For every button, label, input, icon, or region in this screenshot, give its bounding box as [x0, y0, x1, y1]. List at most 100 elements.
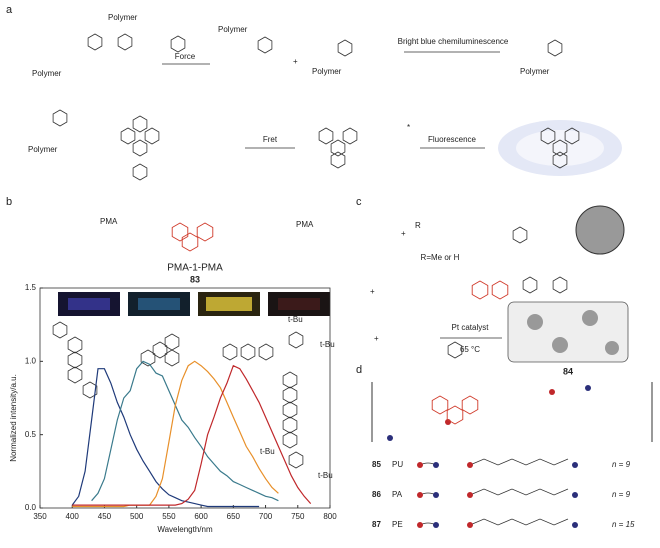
y-tick-label: 0.5 — [25, 430, 37, 439]
plus: + — [370, 287, 375, 296]
structure — [552, 276, 568, 294]
structure — [196, 222, 214, 242]
plot-frame — [39, 287, 331, 509]
x-tick-label: 400 — [66, 512, 80, 521]
end-dot — [467, 522, 473, 528]
pma-label: PMA — [100, 217, 118, 226]
structure — [540, 127, 556, 145]
structure — [152, 341, 168, 359]
structure — [318, 127, 334, 145]
structure — [288, 451, 304, 469]
structure — [52, 321, 68, 339]
y-tick-label: 1.0 — [25, 356, 37, 365]
row-number: 86 — [372, 490, 381, 499]
compound-number: 84 — [563, 366, 573, 376]
structure — [257, 36, 273, 54]
bracket — [371, 382, 653, 442]
x-tick-label: 750 — [291, 512, 305, 521]
polymer-label: Polymer — [218, 25, 248, 34]
pma-label: PMA — [296, 220, 314, 229]
plus: + — [374, 334, 379, 343]
sample-photo — [138, 298, 180, 310]
polymer-label: Polymer — [108, 13, 138, 22]
structure — [171, 222, 189, 242]
row-n: n = 9 — [612, 460, 631, 469]
structure — [164, 333, 180, 351]
spectrum-line — [72, 360, 279, 508]
structure — [67, 351, 83, 369]
structure — [282, 386, 298, 404]
end-dot — [585, 385, 591, 391]
x-tick-label: 450 — [98, 512, 112, 521]
spectrum-line — [91, 360, 279, 502]
catalyst: Pt catalyst — [452, 323, 490, 332]
charge: * — [407, 123, 410, 132]
x-tick-label: 800 — [323, 512, 337, 521]
arrow-label: Force — [175, 52, 196, 61]
end-dot — [417, 462, 423, 468]
structure — [82, 381, 98, 399]
structure — [132, 163, 148, 181]
structure — [140, 349, 156, 367]
particle — [582, 310, 598, 326]
panel-label: c — [356, 196, 362, 208]
structure — [552, 139, 568, 157]
arrow-label: Bright blue chemiluminescence — [398, 37, 509, 46]
structure — [120, 127, 136, 145]
structure — [552, 151, 568, 169]
end-dot — [467, 492, 473, 498]
linker — [419, 518, 569, 526]
temperature: 65 °C — [460, 345, 480, 354]
structure — [461, 395, 479, 415]
structure — [446, 405, 464, 425]
particle — [605, 341, 619, 355]
end-dot — [417, 492, 423, 498]
structure — [564, 127, 580, 145]
structure — [132, 139, 148, 157]
structure — [132, 115, 148, 133]
y-tick-label: 0.0 — [25, 503, 37, 512]
structure — [330, 139, 346, 157]
r-group: R — [415, 221, 421, 230]
polymer-label: Polymer — [28, 145, 58, 154]
structure — [164, 349, 180, 367]
structure — [282, 431, 298, 449]
structure — [330, 151, 346, 169]
end-dot — [433, 492, 439, 498]
structure — [512, 226, 528, 244]
end-dot — [572, 462, 578, 468]
structure — [282, 401, 298, 419]
x-tick-label: 700 — [259, 512, 273, 521]
end-dot — [549, 389, 555, 395]
structure — [117, 33, 133, 51]
structure — [170, 35, 186, 53]
linker — [419, 488, 569, 496]
spectrum-line — [71, 368, 260, 508]
structure — [282, 416, 298, 434]
structure — [547, 39, 563, 57]
structure — [282, 371, 298, 389]
particle — [575, 205, 625, 255]
sample-photo — [68, 298, 110, 310]
end-dot — [433, 462, 439, 468]
structure — [491, 280, 509, 300]
end-dot — [417, 522, 423, 528]
structure — [342, 127, 358, 145]
x-tick-label: 650 — [227, 512, 241, 521]
x-axis-title: Wavelength/nm — [157, 525, 213, 534]
structure — [87, 33, 103, 51]
arrow-label: Fluorescence — [428, 135, 477, 144]
structure — [522, 276, 538, 294]
glow — [516, 130, 604, 166]
panel-label: b — [6, 196, 12, 208]
end-dot — [572, 492, 578, 498]
x-tick-label: 550 — [162, 512, 176, 521]
particle — [527, 314, 543, 330]
structure — [258, 343, 274, 361]
structure — [288, 331, 304, 349]
tbu: t-Bu — [260, 447, 275, 456]
compound-name: PMA-1-PMA — [167, 263, 223, 274]
structure — [431, 395, 449, 415]
